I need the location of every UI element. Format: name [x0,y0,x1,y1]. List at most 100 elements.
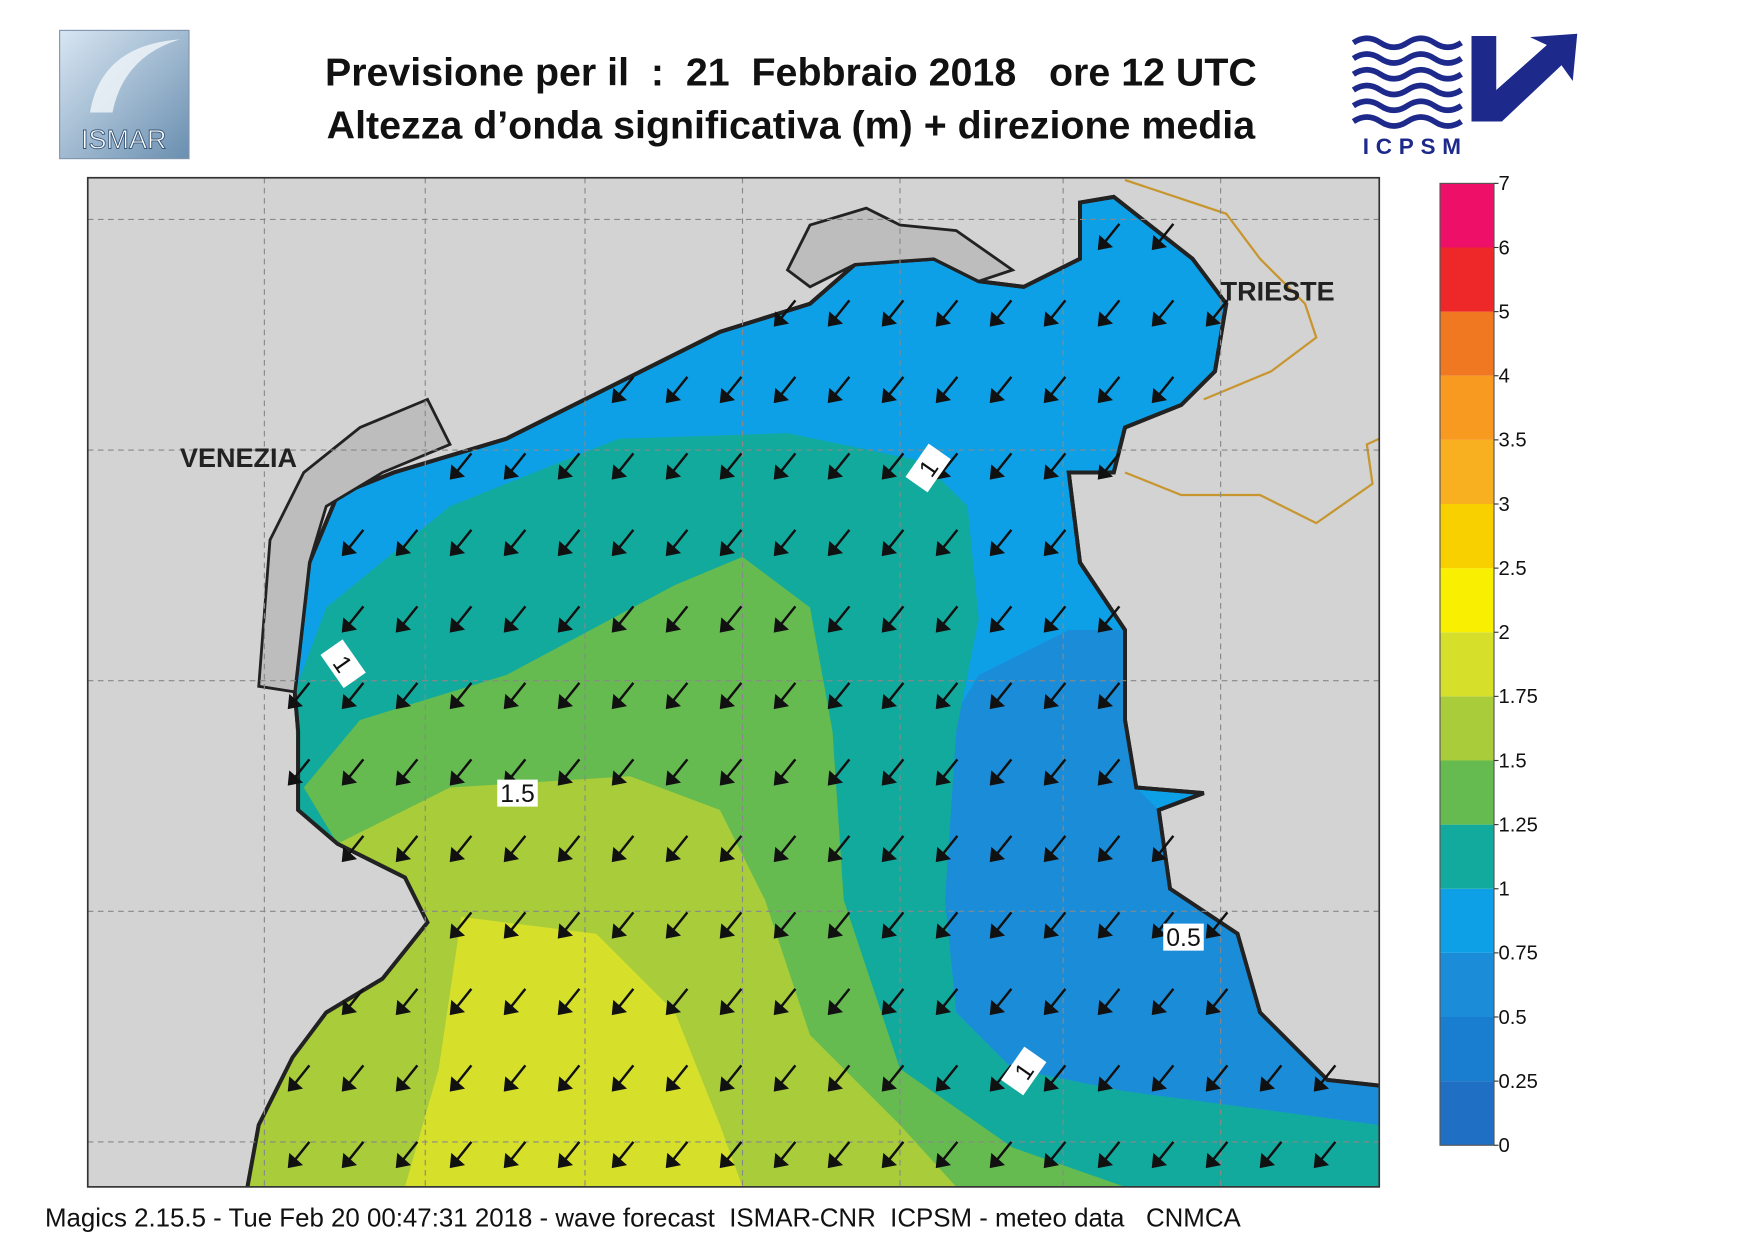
arrow [557,605,581,633]
coastline [245,691,430,1187]
arrow [1043,988,1067,1016]
arrow [611,376,635,404]
logo-text: ISMAR [81,125,167,155]
arrow [1043,529,1067,557]
contour-label-bg [320,639,366,689]
arrow [827,452,851,480]
arrow [827,911,851,939]
arrow [287,1064,311,1092]
arrow [1043,376,1067,404]
arrow [611,835,635,863]
arrow [503,1141,527,1169]
arrow [773,452,797,480]
arrow [773,682,797,710]
arrow [773,911,797,939]
colorbar-label: 6 [1499,237,1510,259]
arrow [665,682,689,710]
arrow [1097,452,1121,480]
arrow [503,682,527,710]
arrow [827,988,851,1016]
arrow [665,911,689,939]
arrow [611,452,635,480]
arrow [827,758,851,786]
arrow [503,605,527,633]
arrow [611,682,635,710]
arrow [1151,1141,1175,1169]
colorbar-label: 7 [1499,173,1510,195]
arrow [719,605,743,633]
arrow [1097,605,1121,633]
arrow [557,835,581,863]
wave-zone [405,916,743,1187]
colorbar-bin [1440,504,1494,569]
colorbar-label: 1 [1499,879,1510,901]
contour-label: 1.5 [497,779,538,808]
colorbar-bin [1440,760,1494,825]
colorbar-label: 1.25 [1499,814,1538,836]
colorbar-label: 4 [1499,366,1510,388]
arrow [881,529,905,557]
arrow [557,682,581,710]
colorbar-label: 5 [1499,301,1510,323]
arrow [665,376,689,404]
arrow [1151,835,1175,863]
arrow [449,529,473,557]
colorbar-label: 0.75 [1499,943,1538,965]
arrow [449,758,473,786]
colorbar-bin [1440,888,1494,953]
arrow [395,1064,419,1092]
subtitle: Altezza d’onda significativa (m) + direz… [327,103,1257,147]
arrow [665,1141,689,1169]
arrow [449,682,473,710]
arrow [665,1064,689,1092]
arrow [557,452,581,480]
contour-label-bg [905,443,951,493]
arrow [1259,1141,1283,1169]
arrow [557,911,581,939]
arrow [1097,682,1121,710]
arrow [611,1141,635,1169]
arrow [449,1141,473,1169]
arrow [1043,835,1067,863]
arrow [449,911,473,939]
title: Previsione per il : 21 Febbraio 2018 ore… [325,51,1257,95]
arrow [881,1141,905,1169]
arrow [341,1141,365,1169]
arrow [719,988,743,1016]
arrow [665,529,689,557]
arrow [1097,758,1121,786]
arrow [881,452,905,480]
arrow [665,835,689,863]
footer: Magics 2.15.5 - Tue Feb 20 00:47:31 2018… [45,1204,1242,1232]
arrow [611,911,635,939]
arrow [665,758,689,786]
arrow [1097,988,1121,1016]
arrow [449,1064,473,1092]
arrow [1313,1064,1337,1092]
arrow [989,376,1013,404]
arrow [935,1064,959,1092]
contour-label: 1 [1001,1046,1047,1096]
arrow [989,452,1013,480]
colorbar-bin [1440,952,1494,1017]
contour-label-bg [1001,1046,1047,1096]
arrow [773,988,797,1016]
arrow [881,376,905,404]
arrow [341,1064,365,1092]
arrow [881,605,905,633]
arrow [773,299,797,327]
place-label: TRIESTE [1221,276,1335,306]
arrow [395,758,419,786]
arrow [395,682,419,710]
arrow [503,1064,527,1092]
colorbar-bin [1440,696,1494,761]
logo-text: ICPSM [1363,134,1468,159]
arrow [827,299,851,327]
arrow [827,376,851,404]
arrow [827,529,851,557]
arrow [881,835,905,863]
arrow [1043,911,1067,939]
colorbar-label: 0.25 [1499,1071,1538,1093]
colorbar-label: 0 [1499,1135,1510,1157]
arrow [989,529,1013,557]
